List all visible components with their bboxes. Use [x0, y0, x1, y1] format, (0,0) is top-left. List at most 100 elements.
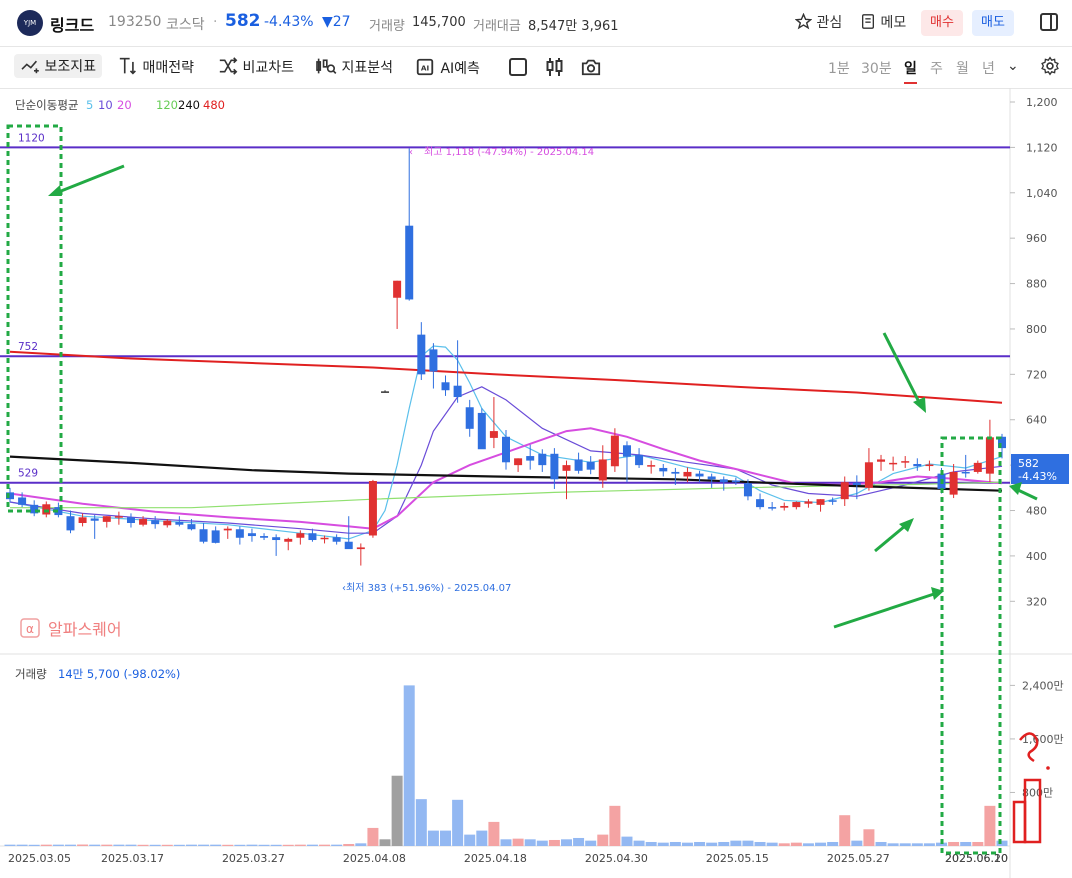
volume-bar — [331, 844, 343, 846]
annotation-arrowhead-5 — [1009, 482, 1022, 495]
ma-legend-10: 10 — [98, 98, 113, 112]
compare-tool[interactable]: 비교차트 — [218, 57, 294, 77]
volume-bar — [258, 844, 270, 846]
ai-chip-icon: AI — [416, 58, 434, 76]
y-tick-label: 960 — [1026, 232, 1047, 245]
volume-bar — [488, 821, 500, 846]
volume-bar — [996, 840, 1008, 846]
strategy-tool[interactable]: 매매전략 — [118, 57, 194, 77]
indicator-tool[interactable]: 보조지표 — [14, 54, 102, 78]
sell-button[interactable]: 매도 — [972, 10, 1014, 36]
ma-legend-title: 단순이동평균 — [15, 98, 78, 112]
analysis-tool[interactable]: 지표분석 — [315, 57, 393, 77]
volume-bar — [718, 841, 730, 846]
volume-bar — [573, 837, 585, 846]
ma-legend-120: 120 — [156, 98, 178, 112]
candle-body — [393, 280, 402, 298]
volume-bar — [113, 844, 125, 846]
candle-body — [707, 476, 716, 480]
volume-bar-sketch-small — [1012, 800, 1027, 844]
candle-body — [381, 391, 390, 393]
candle-body — [417, 334, 426, 375]
strategy-label: 매매전략 — [142, 60, 194, 76]
scribble-dot — [1046, 766, 1050, 770]
period-1min[interactable]: 1분 — [828, 61, 850, 77]
candle-body — [199, 529, 208, 542]
ai-tool[interactable]: AI AI예측 — [414, 57, 480, 78]
alpha-logo-icon — [20, 618, 40, 638]
annotation-arrowhead-2 — [913, 397, 926, 413]
volume-bar — [948, 841, 960, 846]
candlestick-icon — [546, 58, 563, 76]
ma-line-10 — [9, 386, 1003, 534]
annotation-arrowhead-1 — [48, 185, 62, 196]
volume-bar — [319, 844, 331, 846]
settings-tool[interactable] — [1040, 56, 1060, 80]
analysis-icon — [316, 58, 337, 74]
y-tick-label: 880 — [1026, 278, 1047, 291]
period-day[interactable]: 일 — [904, 58, 917, 84]
volume-bar — [40, 844, 52, 846]
candle-body — [635, 454, 644, 466]
candle-body — [973, 462, 982, 472]
memo-icon — [862, 14, 874, 29]
candle-type-tool[interactable] — [545, 57, 565, 81]
volume-bar — [500, 839, 512, 846]
horizontal-line-label: 529 — [18, 468, 38, 480]
candle-body — [901, 461, 910, 463]
x-tick-label: 2025.04.30 — [585, 852, 648, 865]
period-month[interactable]: 월 — [956, 61, 969, 77]
volume-bar — [149, 844, 161, 846]
x-tick-label: 2025.04.18 — [464, 852, 527, 865]
volume-bar — [464, 834, 476, 846]
period-more-chevron-icon[interactable]: ⌄ — [1007, 58, 1019, 74]
amount-value: 8,547만 3,961 — [528, 19, 619, 34]
change-percent: -4.43% — [264, 14, 314, 30]
memo-button[interactable]: 메모 — [860, 12, 906, 32]
period-week[interactable]: 주 — [930, 61, 943, 77]
candle-body — [356, 547, 365, 550]
candle-body — [235, 529, 244, 538]
volume-bar — [64, 844, 76, 846]
candle-body — [187, 524, 196, 530]
volume-legend-title: 거래량 — [15, 667, 47, 681]
screenshot-tool[interactable] — [580, 57, 602, 81]
volume-bar — [476, 830, 488, 846]
top-bar: YJM 링크드 193250 코스닥 · 582 -4.43% ▼27 거래량 … — [0, 0, 1072, 47]
candle-body — [816, 499, 825, 505]
period-30min[interactable]: 30분 — [861, 61, 892, 77]
annotation-arrow-5 — [1017, 488, 1038, 501]
camera-icon — [581, 59, 601, 76]
annotation-arrow-3 — [874, 524, 906, 553]
volume-bar — [391, 775, 403, 846]
volume-y-tick-label: 800만 — [1022, 786, 1053, 799]
annotation-arrowhead-4 — [931, 587, 944, 600]
buy-button[interactable]: 매수 — [921, 10, 963, 36]
candle-body — [586, 461, 595, 470]
square-icon — [509, 58, 527, 76]
volume-bar — [863, 829, 875, 846]
watch-button[interactable]: 관심 — [794, 12, 842, 32]
x-tick-label: 2025.05.27 — [827, 852, 890, 865]
volume-bar — [984, 805, 996, 846]
candle-body — [526, 456, 535, 461]
candle-body — [852, 482, 861, 485]
current-price: 582 — [225, 11, 261, 31]
candle-body — [659, 467, 668, 472]
x-tick-label: 2025.04.08 — [343, 852, 406, 865]
candle-body — [756, 499, 765, 508]
volume-bar — [875, 841, 887, 846]
square-tool[interactable] — [508, 57, 528, 81]
volume-bar — [706, 842, 718, 846]
side-panel-icon[interactable] — [1040, 13, 1058, 31]
volume-bar — [222, 844, 234, 846]
candle-body — [405, 225, 414, 300]
price-chart[interactable]: 단순이동평균 5 10 20 120 240 480 거래량 14만 5,700… — [0, 88, 1072, 878]
ai-label: AI예측 — [440, 61, 480, 77]
candle-body — [139, 519, 148, 525]
ma-legend-240: 240 — [178, 98, 200, 112]
period-year[interactable]: 년 — [982, 61, 995, 77]
candle-body — [78, 517, 87, 524]
last-price-label: 582 — [1018, 457, 1039, 470]
gear-icon — [1041, 56, 1059, 76]
